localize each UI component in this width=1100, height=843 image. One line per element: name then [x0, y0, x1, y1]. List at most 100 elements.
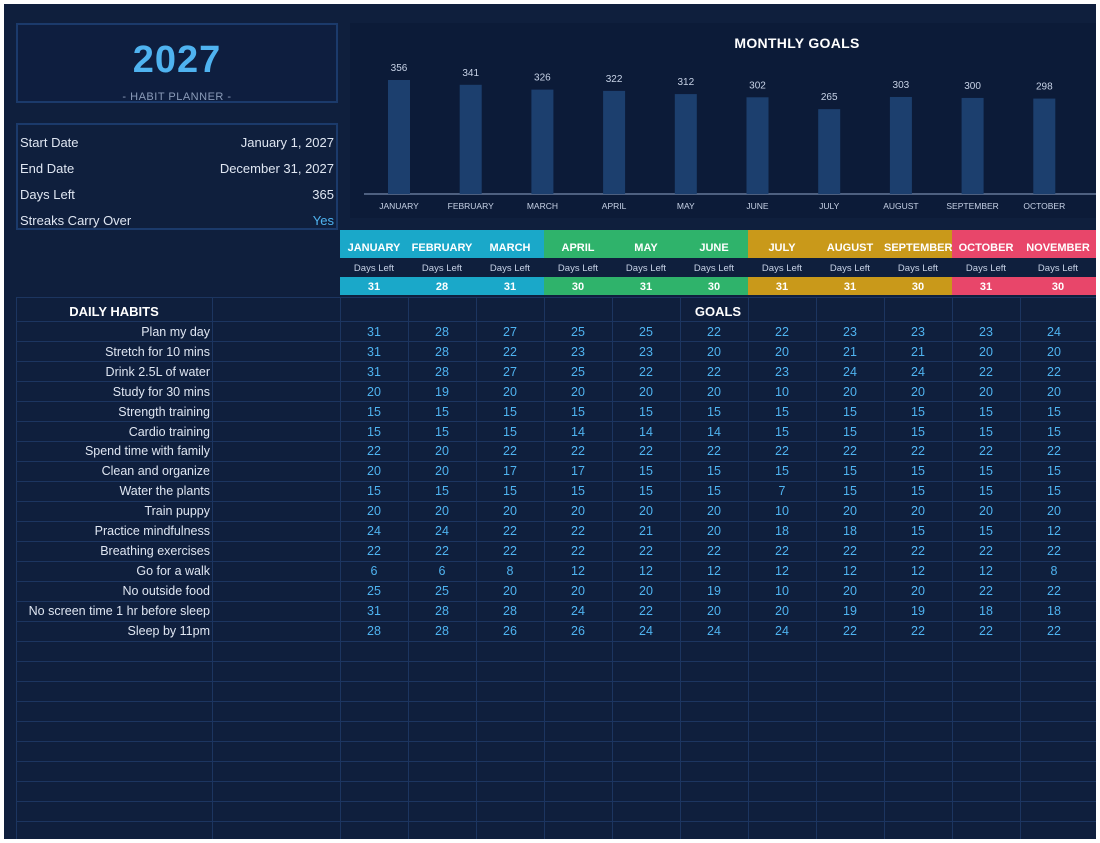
goal-cell[interactable]: 28 — [435, 344, 449, 359]
goal-cell[interactable]: 24 — [843, 364, 857, 379]
goal-cell[interactable]: 15 — [979, 484, 993, 499]
goal-cell[interactable]: 18 — [979, 603, 993, 618]
goal-cell[interactable]: 12 — [1047, 524, 1061, 538]
goal-cell[interactable]: 20 — [1047, 504, 1061, 519]
goal-cell[interactable]: 24 — [1047, 325, 1061, 339]
goal-cell[interactable]: 18 — [843, 524, 857, 538]
habit-name[interactable]: Water the plants — [119, 484, 210, 499]
goal-cell[interactable]: 20 — [639, 504, 653, 519]
goal-cell[interactable]: 15 — [979, 424, 993, 439]
info-value[interactable]: January 1, 2027 — [240, 135, 334, 150]
goal-cell[interactable]: 14 — [639, 424, 653, 439]
goal-cell[interactable]: 25 — [571, 364, 585, 379]
goal-cell[interactable]: 10 — [775, 384, 789, 399]
goal-cell[interactable]: 15 — [435, 424, 449, 439]
goal-cell[interactable]: 20 — [367, 464, 381, 479]
goal-cell[interactable]: 24 — [775, 623, 789, 638]
goal-cell[interactable]: 19 — [843, 603, 857, 618]
goal-cell[interactable]: 20 — [571, 583, 585, 598]
goal-cell[interactable]: 31 — [367, 364, 381, 379]
goal-cell[interactable]: 7 — [778, 484, 786, 499]
goal-cell[interactable]: 15 — [1047, 424, 1061, 439]
goal-cell[interactable]: 15 — [843, 424, 857, 439]
goal-cell[interactable]: 22 — [911, 543, 925, 558]
goal-cell[interactable]: 22 — [843, 623, 857, 638]
goal-cell[interactable]: 20 — [911, 504, 925, 519]
goal-cell[interactable]: 12 — [571, 563, 585, 578]
goal-cell[interactable]: 20 — [843, 583, 857, 598]
goal-cell[interactable]: 15 — [435, 484, 449, 499]
goal-cell[interactable]: 12 — [843, 563, 857, 578]
goal-cell[interactable]: 23 — [639, 344, 653, 359]
goal-cell[interactable]: 15 — [843, 404, 857, 419]
goal-cell[interactable]: 20 — [503, 583, 517, 598]
goal-cell[interactable]: 20 — [435, 504, 449, 519]
goal-cell[interactable]: 20 — [707, 524, 721, 538]
goal-cell[interactable]: 15 — [1047, 484, 1061, 499]
goal-cell[interactable]: 22 — [707, 444, 721, 459]
goal-cell[interactable]: 6 — [370, 563, 378, 578]
goal-cell[interactable]: 22 — [775, 444, 789, 459]
goal-cell[interactable]: 15 — [367, 484, 381, 499]
goal-cell[interactable]: 20 — [571, 384, 585, 399]
goal-cell[interactable]: 14 — [707, 424, 721, 439]
goal-cell[interactable]: 19 — [911, 603, 925, 618]
goal-cell[interactable]: 22 — [503, 543, 517, 558]
goal-cell[interactable]: 28 — [435, 325, 449, 339]
goal-cell[interactable]: 28 — [435, 603, 449, 618]
goal-cell[interactable]: 15 — [707, 404, 721, 419]
goal-cell[interactable]: 21 — [843, 344, 857, 359]
goal-cell[interactable]: 22 — [1047, 444, 1061, 459]
info-value[interactable]: Yes — [312, 213, 334, 228]
goal-cell[interactable]: 20 — [775, 344, 789, 359]
goal-cell[interactable]: 6 — [438, 563, 446, 578]
goal-cell[interactable]: 12 — [775, 563, 789, 578]
goal-cell[interactable]: 22 — [571, 524, 585, 538]
goal-cell[interactable]: 15 — [911, 524, 925, 538]
goal-cell[interactable]: 20 — [707, 504, 721, 519]
goal-cell[interactable]: 22 — [639, 364, 653, 379]
goal-cell[interactable]: 31 — [367, 325, 381, 339]
habit-name[interactable]: Clean and organize — [101, 464, 210, 479]
goal-cell[interactable]: 25 — [639, 325, 653, 339]
goal-cell[interactable]: 15 — [435, 404, 449, 419]
habit-name[interactable]: No screen time 1 hr before sleep — [28, 603, 210, 618]
goal-cell[interactable]: 15 — [979, 464, 993, 479]
goal-cell[interactable]: 22 — [1047, 623, 1061, 638]
goal-cell[interactable]: 22 — [503, 344, 517, 359]
goal-cell[interactable]: 15 — [367, 404, 381, 419]
goal-cell[interactable]: 22 — [1047, 364, 1061, 379]
goal-cell[interactable]: 20 — [503, 384, 517, 399]
goal-cell[interactable]: 15 — [571, 404, 585, 419]
goal-cell[interactable]: 25 — [367, 583, 381, 598]
goal-cell[interactable]: 20 — [435, 444, 449, 459]
goal-cell[interactable]: 20 — [707, 384, 721, 399]
goal-cell[interactable]: 23 — [911, 325, 925, 339]
goal-cell[interactable]: 15 — [571, 484, 585, 499]
goal-cell[interactable]: 22 — [571, 444, 585, 459]
goal-cell[interactable]: 15 — [503, 484, 517, 499]
goal-cell[interactable]: 17 — [571, 464, 585, 479]
goal-cell[interactable]: 15 — [707, 464, 721, 479]
habit-name[interactable]: Plan my day — [141, 325, 210, 339]
goal-cell[interactable]: 31 — [367, 603, 381, 618]
goal-cell[interactable]: 26 — [503, 623, 517, 638]
goal-cell[interactable]: 15 — [775, 404, 789, 419]
goal-cell[interactable]: 22 — [979, 364, 993, 379]
goal-cell[interactable]: 20 — [911, 583, 925, 598]
goal-cell[interactable]: 15 — [911, 424, 925, 439]
goal-cell[interactable]: 15 — [367, 424, 381, 439]
goal-cell[interactable]: 17 — [503, 464, 517, 479]
goal-cell[interactable]: 12 — [979, 563, 993, 578]
habit-name[interactable]: Train puppy — [144, 504, 210, 519]
goal-cell[interactable]: 20 — [639, 384, 653, 399]
goal-cell[interactable]: 20 — [1047, 344, 1061, 359]
habit-name[interactable]: No outside food — [122, 583, 210, 598]
goal-cell[interactable]: 23 — [571, 344, 585, 359]
goal-cell[interactable]: 31 — [367, 344, 381, 359]
goal-cell[interactable]: 20 — [979, 344, 993, 359]
goal-cell[interactable]: 20 — [911, 384, 925, 399]
goal-cell[interactable]: 22 — [911, 623, 925, 638]
habit-name[interactable]: Cardio training — [128, 424, 210, 439]
goal-cell[interactable]: 15 — [1047, 464, 1061, 479]
